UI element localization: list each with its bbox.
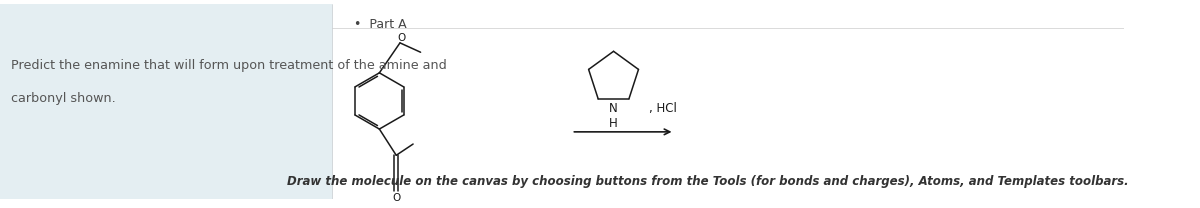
Text: •  Part A: • Part A [354, 18, 407, 31]
Text: O: O [392, 193, 401, 203]
Text: Predict the enamine that will form upon treatment of the amine and: Predict the enamine that will form upon … [11, 59, 446, 72]
Text: carbonyl shown.: carbonyl shown. [11, 92, 116, 105]
Text: O: O [397, 33, 406, 43]
Bar [0, 4, 331, 199]
Text: , HCl: , HCl [649, 102, 677, 115]
Text: H: H [610, 116, 618, 130]
Text: Draw the molecule on the canvas by choosing buttons from the Tools (for bonds an: Draw the molecule on the canvas by choos… [287, 175, 1129, 188]
Text: N: N [610, 103, 618, 115]
